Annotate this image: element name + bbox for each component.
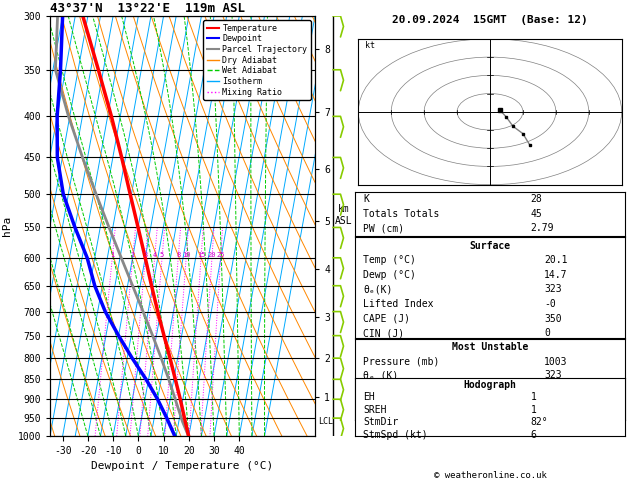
Text: CAPE (J): CAPE (J) [363,313,410,324]
Text: CIN (J): CIN (J) [363,328,404,338]
Text: CAPE (J): CAPE (J) [363,397,410,407]
Text: StmDir: StmDir [363,417,399,427]
Text: θₑ (K): θₑ (K) [363,370,399,380]
Text: 3: 3 [143,252,147,258]
Text: 20: 20 [208,252,216,258]
Text: Lifted Index: Lifted Index [363,299,434,309]
Text: 1: 1 [530,405,537,415]
Text: Pressure (mb): Pressure (mb) [363,357,440,367]
Text: Dewp (°C): Dewp (°C) [363,270,416,279]
Text: 323: 323 [544,284,562,294]
Text: 8: 8 [176,252,181,258]
Legend: Temperature, Dewpoint, Parcel Trajectory, Dry Adiabat, Wet Adiabat, Isotherm, Mi: Temperature, Dewpoint, Parcel Trajectory… [203,20,311,100]
Text: 28: 28 [530,194,542,204]
X-axis label: Dewpoint / Temperature (°C): Dewpoint / Temperature (°C) [91,461,274,471]
Text: Surface: Surface [469,241,511,251]
Text: Temp (°C): Temp (°C) [363,255,416,265]
Text: 0: 0 [544,328,550,338]
Text: 1: 1 [110,252,114,258]
Text: © weatheronline.co.uk: © weatheronline.co.uk [433,471,547,480]
Text: 350: 350 [544,397,562,407]
Text: 14.7: 14.7 [544,270,567,279]
Text: Most Unstable: Most Unstable [452,342,528,352]
Text: 6: 6 [530,430,537,440]
Text: -0: -0 [544,383,555,394]
Text: 0: 0 [544,411,550,420]
Text: 20.09.2024  15GMT  (Base: 12): 20.09.2024 15GMT (Base: 12) [392,15,588,25]
Text: θₑ(K): θₑ(K) [363,284,392,294]
Y-axis label: hPa: hPa [2,216,12,236]
Text: 350: 350 [544,313,562,324]
Y-axis label: km
ASL: km ASL [335,205,353,226]
Text: EH: EH [363,392,375,402]
Text: SREH: SREH [363,405,387,415]
Text: 82°: 82° [530,417,548,427]
Text: 25: 25 [216,252,225,258]
Text: 15: 15 [197,252,205,258]
Text: -0: -0 [544,299,555,309]
Text: StmSpd (kt): StmSpd (kt) [363,430,428,440]
Text: 2: 2 [131,252,135,258]
Text: 45: 45 [530,208,542,219]
Text: 2.79: 2.79 [530,223,554,233]
Text: K: K [363,194,369,204]
Text: 1: 1 [530,392,537,402]
Text: kt: kt [365,41,375,50]
Text: 10: 10 [182,252,191,258]
Text: 323: 323 [544,370,562,380]
Text: 1003: 1003 [544,357,567,367]
Text: LCL: LCL [318,417,333,426]
Text: 20.1: 20.1 [544,255,567,265]
Text: 5: 5 [160,252,164,258]
Text: Hodograph: Hodograph [464,380,516,390]
Text: Lifted Index: Lifted Index [363,383,434,394]
Text: CIN (J): CIN (J) [363,411,404,420]
Text: 4: 4 [152,252,157,258]
Text: PW (cm): PW (cm) [363,223,404,233]
Text: Totals Totals: Totals Totals [363,208,440,219]
Text: 43°37'N  13°22'E  119m ASL: 43°37'N 13°22'E 119m ASL [50,2,245,15]
